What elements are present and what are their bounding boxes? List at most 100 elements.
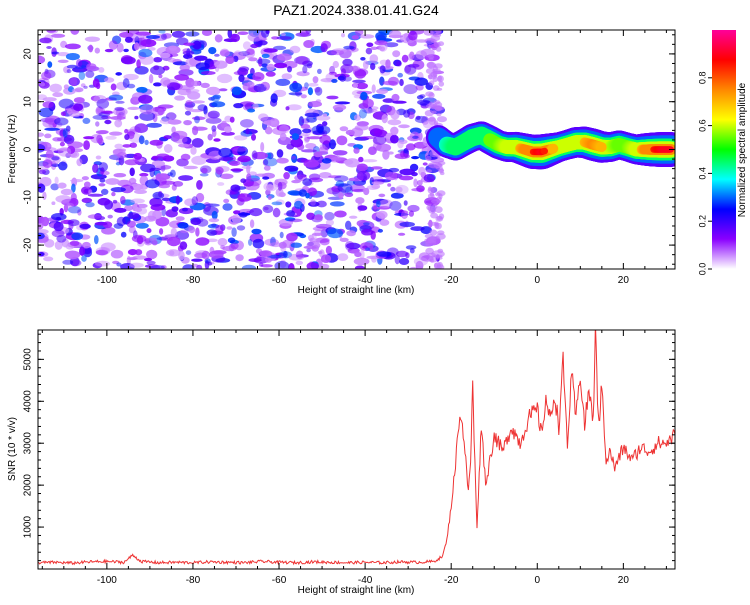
noise-cell — [238, 156, 251, 163]
noise-cell — [269, 242, 282, 247]
noise-cell — [39, 108, 53, 118]
noise-cell — [214, 54, 220, 57]
noise-cell — [183, 51, 195, 56]
noise-cell — [105, 136, 116, 140]
noise-cell — [76, 59, 82, 68]
noise-cell — [192, 138, 204, 148]
noise-cell — [174, 95, 185, 100]
noise-cell — [409, 52, 414, 60]
noise-cell — [138, 49, 152, 57]
noise-cell — [209, 251, 224, 259]
noise-cell — [344, 159, 354, 164]
noise-cell — [376, 211, 387, 219]
noise-cell — [331, 79, 337, 83]
noise-cell — [402, 55, 409, 63]
y-tick-label: 20 — [23, 48, 34, 60]
noise-cell — [286, 233, 298, 242]
noise-cell — [183, 120, 192, 125]
noise-cell — [183, 43, 194, 46]
noise-cell — [423, 162, 428, 165]
noise-cell — [123, 49, 129, 52]
noise-cell — [363, 60, 369, 69]
noise-cell — [46, 46, 52, 49]
noise-cell — [185, 31, 199, 36]
noise-cell — [250, 44, 258, 48]
noise-cell — [184, 166, 198, 170]
noise-cell — [392, 94, 400, 102]
noise-cell — [125, 37, 133, 43]
noise-cell — [58, 183, 67, 189]
noise-cell — [73, 103, 83, 111]
noise-cell — [105, 178, 119, 185]
noise-cell — [251, 229, 261, 235]
noise-cell — [327, 229, 343, 239]
noise-cell — [105, 49, 113, 52]
noise-cell — [280, 232, 284, 238]
noise-cell — [63, 128, 68, 138]
noise-cell — [331, 50, 344, 55]
noise-cell — [308, 83, 319, 87]
noise-cell — [192, 127, 208, 131]
noise-cell — [425, 248, 434, 255]
noise-cell — [83, 86, 87, 89]
noise-cell — [237, 193, 251, 202]
noise-cell — [186, 250, 191, 255]
noise-cell — [139, 135, 145, 144]
noise-cell — [111, 84, 117, 91]
noise-cell — [240, 178, 246, 183]
noise-cell — [57, 148, 71, 151]
noise-cell — [55, 195, 71, 203]
noise-cell — [185, 58, 196, 67]
noise-cell — [130, 199, 145, 204]
noise-cell — [209, 218, 220, 222]
noise-cell — [264, 83, 269, 87]
noise-cell — [340, 126, 349, 131]
noise-cell — [149, 168, 161, 171]
noise-cell — [262, 54, 270, 58]
noise-cell — [425, 91, 434, 96]
noise-cell — [249, 208, 262, 216]
noise-cell — [84, 182, 91, 188]
noise-cell — [169, 196, 183, 203]
noise-cell — [268, 196, 272, 200]
noise-cell — [111, 187, 126, 192]
noise-cell — [75, 87, 84, 92]
noise-cell — [115, 101, 124, 104]
noise-cell — [202, 251, 210, 260]
noise-cell — [312, 126, 324, 135]
noise-cell — [213, 138, 220, 142]
noise-cell — [161, 33, 167, 39]
noise-cell — [187, 91, 200, 100]
noise-cell — [345, 192, 354, 197]
noise-cell — [126, 129, 141, 132]
noise-cell — [69, 112, 81, 118]
y-tick-label: -10 — [23, 190, 34, 205]
noise-cell — [357, 164, 368, 172]
noise-cell — [412, 136, 419, 139]
noise-cell — [382, 114, 388, 123]
noise-cell — [389, 201, 401, 211]
noise-cell — [355, 197, 364, 204]
noise-cell — [136, 223, 149, 229]
x-tick-label: 20 — [618, 275, 630, 286]
noise-cell — [238, 162, 243, 165]
noise-cell — [264, 165, 271, 170]
noise-cell — [390, 135, 399, 144]
noise-cell — [214, 60, 227, 68]
noise-cell — [178, 175, 193, 181]
noise-cell — [200, 173, 209, 176]
noise-cell — [368, 146, 377, 155]
noise-cell — [290, 46, 301, 53]
noise-cell — [428, 193, 435, 199]
noise-cell — [433, 255, 442, 258]
noise-cell — [277, 149, 284, 158]
noise-cell — [224, 126, 232, 133]
noise-cell — [237, 225, 245, 230]
noise-cell — [378, 229, 383, 233]
noise-cell — [38, 252, 44, 256]
noise-cell — [400, 151, 405, 158]
snr-x-axis-label: Height of straight line (km) — [298, 585, 415, 596]
noise-cell — [284, 166, 298, 172]
x-tick-label: -100 — [97, 575, 117, 586]
noise-cell — [149, 74, 153, 83]
